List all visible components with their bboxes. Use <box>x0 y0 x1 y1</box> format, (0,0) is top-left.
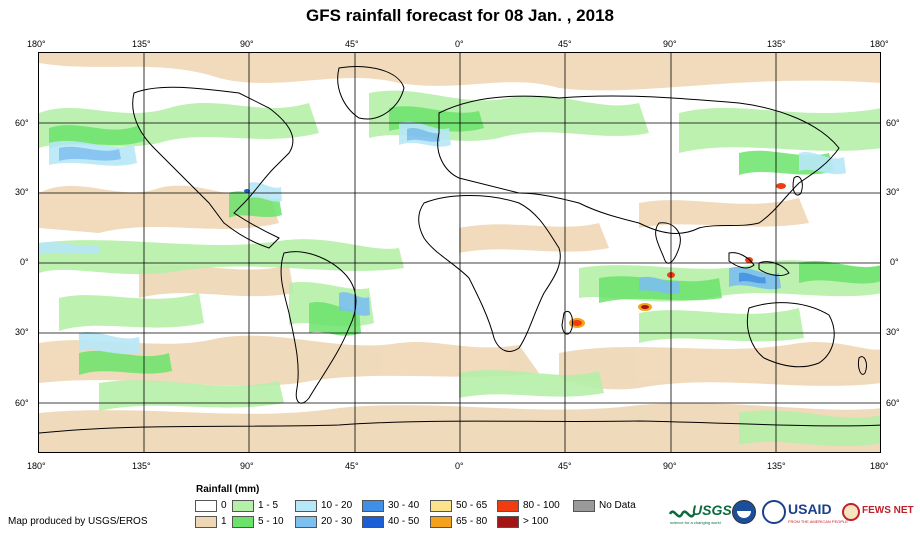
lat-tick: 60° <box>886 398 900 408</box>
legend-swatch <box>195 516 217 528</box>
map-title: GFS rainfall forecast for 08 Jan. , 2018 <box>305 6 615 25</box>
rainfall-low-areas <box>39 90 880 447</box>
lat-tick: 0° <box>20 257 29 267</box>
legend-label: 10 - 20 <box>321 500 353 511</box>
lon-tick: 135° <box>132 461 151 471</box>
legend-swatch <box>232 516 254 528</box>
lon-tick: 90° <box>663 39 677 49</box>
legend-label: 40 - 50 <box>388 516 420 527</box>
fewsnet-logo: FEWS NET <box>842 500 916 528</box>
lat-tick: 0° <box>890 257 899 267</box>
lon-tick: 45° <box>558 39 572 49</box>
legend-label: 1 - 5 <box>258 500 279 511</box>
legend-swatch <box>430 500 452 512</box>
map-canvas <box>39 53 880 452</box>
usgs-logo: USGS science for a changing world <box>668 500 732 528</box>
credit-text: Map produced by USGS/EROS <box>8 516 148 527</box>
lon-tick: 90° <box>663 461 677 471</box>
lon-tick: 45° <box>345 39 359 49</box>
fewsnet-globe-icon <box>842 503 860 521</box>
legend-swatch <box>295 500 317 512</box>
legend-title: Rainfall (mm) <box>196 484 260 495</box>
lat-tick: 30° <box>886 327 900 337</box>
legend-label: 5 - 10 <box>258 516 284 527</box>
lon-tick: 0° <box>455 39 464 49</box>
legend-label: 65 - 80 <box>456 516 488 527</box>
lon-tick: 135° <box>767 461 786 471</box>
legend-label: 20 - 30 <box>321 516 353 527</box>
noaa-wave-icon <box>737 511 751 518</box>
lat-tick: 60° <box>15 398 29 408</box>
legend-swatch <box>362 516 384 528</box>
usaid-seal-icon <box>762 500 786 524</box>
lon-tick: 90° <box>240 461 254 471</box>
legend-label: 80 - 100 <box>523 500 560 511</box>
lon-tick: 135° <box>132 39 151 49</box>
rainfall-map <box>38 52 881 453</box>
lon-tick: 180° <box>870 39 889 49</box>
usaid-logo-tagline: FROM THE AMERICAN PEOPLE <box>788 519 848 524</box>
lon-tick: 135° <box>767 39 786 49</box>
usgs-logo-text: USGS <box>692 502 732 518</box>
lat-tick: 30° <box>15 187 29 197</box>
lat-tick: 60° <box>886 118 900 128</box>
legend-label: 30 - 40 <box>388 500 420 511</box>
usaid-logo: USAID FROM THE AMERICAN PEOPLE <box>788 500 848 528</box>
legend-label: > 100 <box>523 516 549 527</box>
lon-tick: 0° <box>455 461 464 471</box>
legend-swatch <box>497 500 519 512</box>
legend-label: 50 - 65 <box>456 500 488 511</box>
usgs-logo-mark <box>668 510 696 518</box>
usgs-logo-tagline: science for a changing world <box>670 520 721 525</box>
legend-swatch <box>295 516 317 528</box>
lon-tick: 180° <box>27 39 46 49</box>
noaa-logo <box>732 500 756 524</box>
legend-swatch <box>195 500 217 512</box>
lon-tick: 180° <box>27 461 46 471</box>
legend-label: 0 <box>221 500 227 511</box>
lon-tick: 45° <box>558 461 572 471</box>
legend-swatch <box>362 500 384 512</box>
legend-label: 1 <box>221 516 227 527</box>
lat-tick: 60° <box>15 118 29 128</box>
graticule <box>39 53 880 452</box>
legend-label: No Data <box>599 500 636 511</box>
usaid-logo-text: USAID <box>788 501 832 517</box>
legend-swatch <box>573 500 595 512</box>
legend-swatch <box>232 500 254 512</box>
lon-tick: 180° <box>870 461 889 471</box>
lat-tick: 30° <box>886 187 900 197</box>
lon-tick: 90° <box>240 39 254 49</box>
fewsnet-logo-text: FEWS NET <box>862 505 914 516</box>
legend-swatch <box>497 516 519 528</box>
lon-tick: 45° <box>345 461 359 471</box>
legend-swatch <box>430 516 452 528</box>
coastlines <box>39 66 880 434</box>
lat-tick: 30° <box>15 327 29 337</box>
